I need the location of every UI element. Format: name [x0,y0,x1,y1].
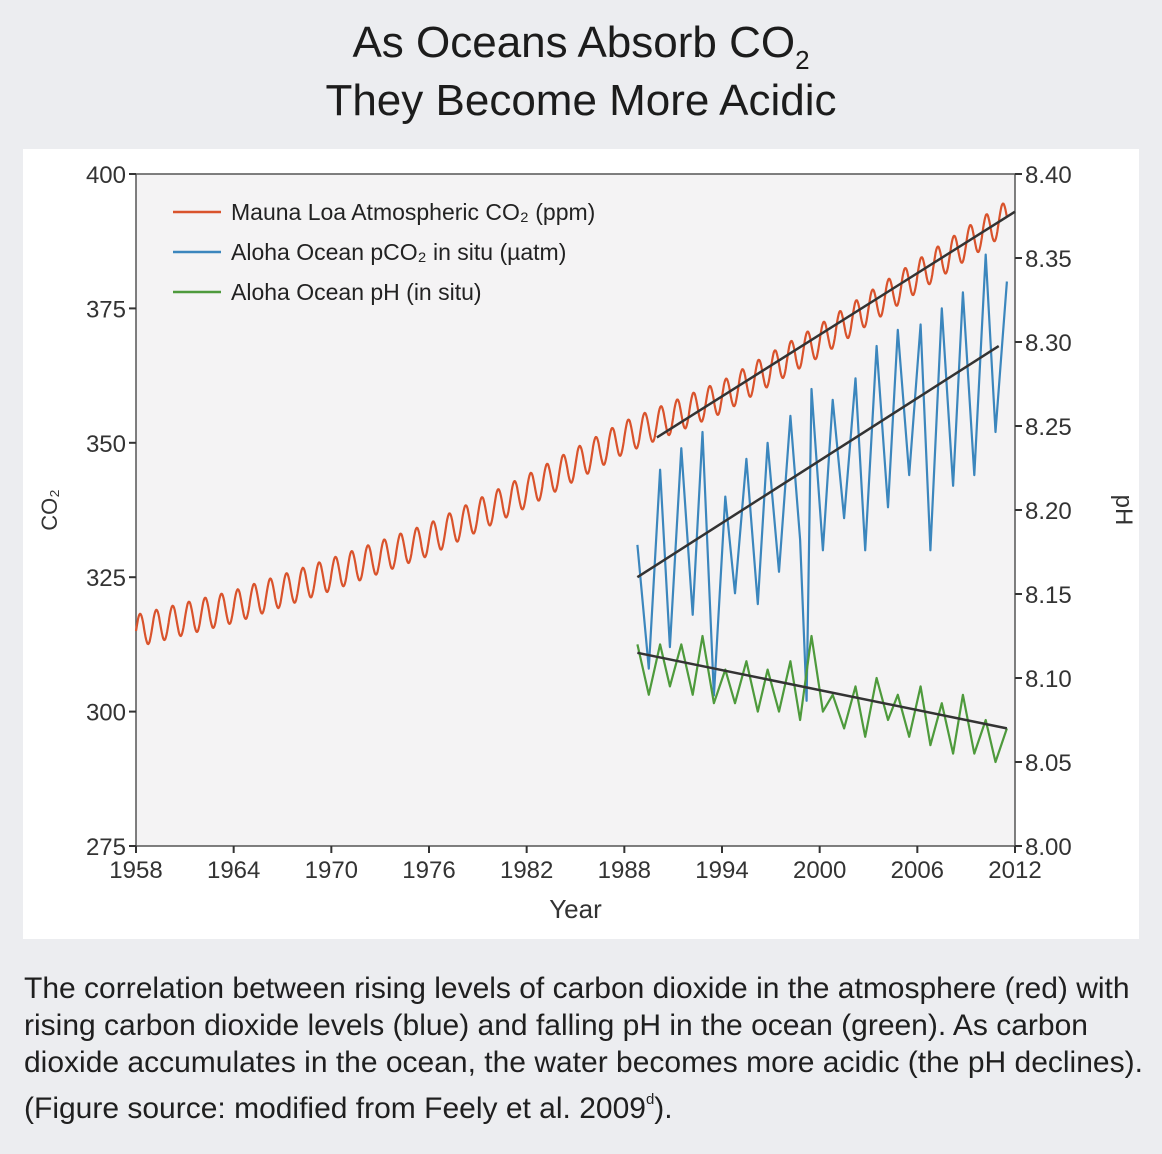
title-subscript: 2 [795,45,810,75]
y-right-tick-label: 8.35 [1025,246,1072,273]
y-left-axis-label: CO₂ [37,489,62,531]
y-left-tick-label: 400 [86,162,126,189]
y-left-tick-label: 275 [86,834,126,861]
chart-panel: 1958 1964 1970 1976 1982 1988 1994 2000 2006 2012… [23,149,1139,939]
series-line-1 [636,253,1008,702]
x-tick-label: 2012 [988,857,1041,884]
plot-area [136,174,1015,846]
y-right-axis-label: pH [1110,495,1137,526]
figure-caption: The correlation between rising levels of… [24,970,1144,1127]
x-axis-label: Year [549,894,602,924]
co2-ph-chart: 1958 1964 1970 1976 1982 1988 1994 2000 2006 2012… [37,162,1137,924]
caption-suffix: ). [654,1092,673,1125]
legend-label-2: Aloha Ocean pH (in situ) [231,279,482,305]
x-tick-label: 1988 [598,857,651,884]
caption-superscript: d [645,1091,655,1108]
trend-line-0 [656,210,1016,439]
x-tick-label: 1994 [695,857,748,884]
caption-text: The correlation between rising levels of… [24,972,1143,1125]
y-right-tick-label: 8.30 [1025,330,1072,357]
y-right-tick-label: 8.15 [1025,582,1072,609]
chart-title-line1: As Oceans Absorb CO2 [0,16,1162,87]
y-right-tick-label: 8.00 [1025,834,1072,861]
series-line-0 [134,202,1008,646]
y-left-tick-label: 350 [86,431,126,458]
y-right-tick-label: 8.10 [1025,666,1072,693]
x-tick-label: 1958 [109,857,162,884]
y-left-tick-label: 375 [86,296,126,323]
y-right-tick-label: 8.05 [1025,750,1072,777]
y-left-tick-label: 300 [86,700,126,727]
x-tick-label: 1964 [207,857,260,884]
x-tick-label: 1970 [305,857,358,884]
trend-line-1 [636,344,1000,579]
title-prefix: As Oceans Absorb CO [352,18,796,67]
y-right-tick-label: 8.25 [1025,414,1072,441]
x-tick-label: 1976 [402,857,455,884]
legend-label-0: Mauna Loa Atmospheric CO₂ (ppm) [231,199,595,225]
x-tick-label: 2000 [793,857,846,884]
series-line-2 [636,634,1008,764]
chart-title-line2: They Become More Acidic [325,76,837,125]
y-right-tick-label: 8.40 [1025,162,1072,189]
legend-label-1: Aloha Ocean pCO₂ in situ (µatm) [231,239,566,265]
x-tick-label: 2006 [891,857,944,884]
y-right-tick-label: 8.20 [1025,498,1072,525]
y-left-tick-label: 325 [86,565,126,592]
trend-line-2 [637,651,1008,730]
x-tick-label: 1982 [500,857,553,884]
